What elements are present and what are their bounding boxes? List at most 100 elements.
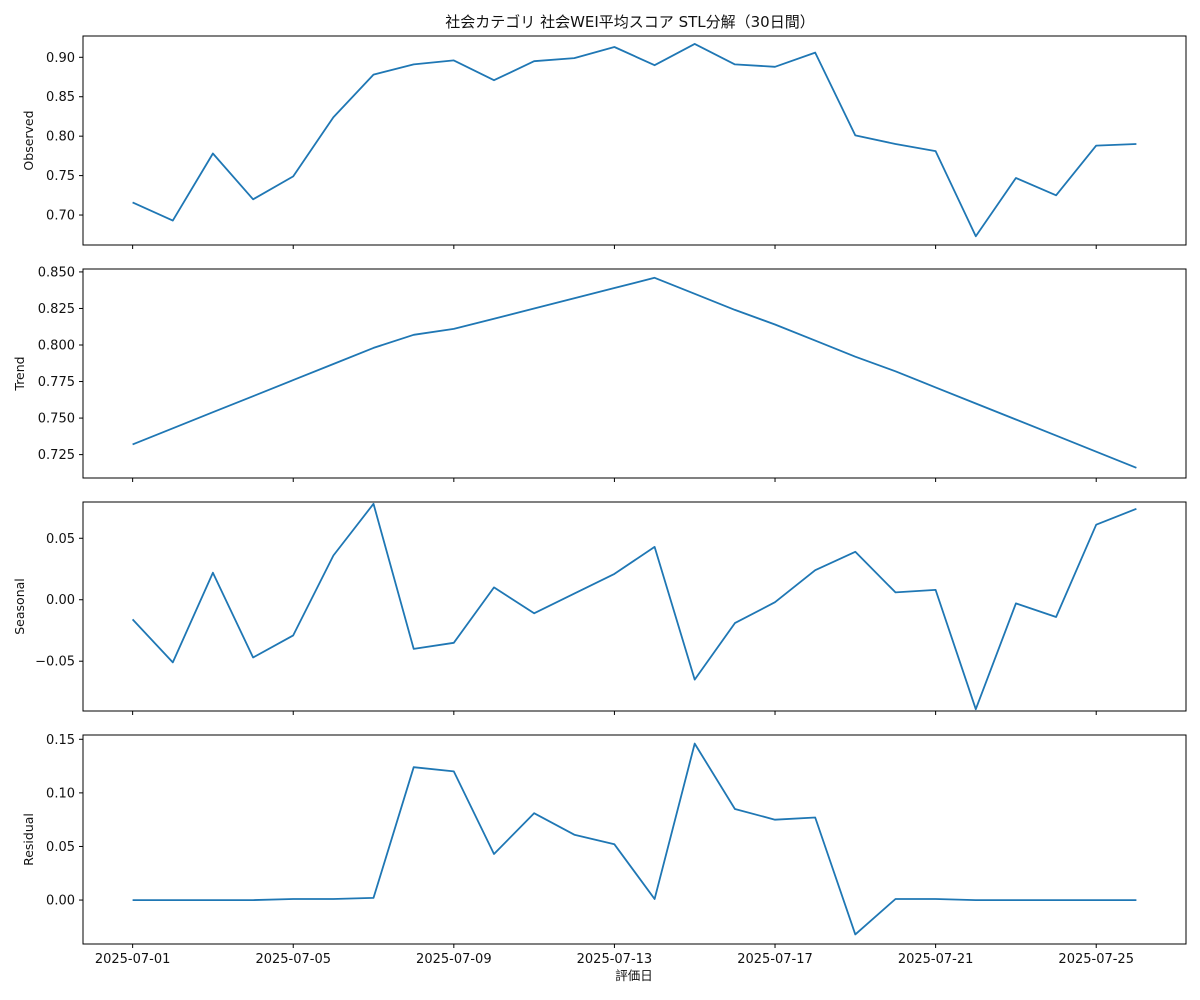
residual-data-point xyxy=(131,898,135,902)
trend-data-point xyxy=(1054,434,1058,438)
residual-data-point xyxy=(974,898,978,902)
observed-data-point xyxy=(612,45,616,49)
trend-data-point xyxy=(251,394,255,398)
trend-data-point xyxy=(974,402,978,406)
observed-data-point xyxy=(1054,193,1058,197)
observed-data-point xyxy=(853,133,857,137)
residual-data-point xyxy=(452,769,456,773)
residual-data-point xyxy=(1054,898,1058,902)
trend-data-point xyxy=(853,355,857,359)
residual-data-point xyxy=(934,897,938,901)
seasonal-data-point xyxy=(532,611,536,615)
seasonal-data-point xyxy=(291,633,295,637)
trend-panel: 0.725 0.750 0.775 0.800 0.825 0.850 Trend xyxy=(12,265,1187,482)
x-tick-label: 2025-07-09 xyxy=(416,952,492,967)
trend-data-point xyxy=(452,327,456,331)
trend-y-tick-label: 0.775 xyxy=(38,375,75,390)
residual-data-point xyxy=(331,897,335,901)
trend-y-tick-label: 0.825 xyxy=(38,302,75,317)
observed-data-point xyxy=(532,59,536,63)
observed-data-point xyxy=(372,73,376,77)
observed-data-point xyxy=(131,200,135,204)
seasonal-y-tick-label: −0.05 xyxy=(35,655,75,670)
observed-y-tick-label: 0.85 xyxy=(46,90,75,105)
trend-data-point xyxy=(1094,450,1098,454)
seasonal-data-point xyxy=(653,545,657,549)
seasonal-data-point xyxy=(773,600,777,604)
x-tick-label: 2025-07-25 xyxy=(1058,952,1134,967)
residual-series-line xyxy=(132,742,1137,936)
seasonal-data-point xyxy=(1054,615,1058,619)
residual-data-point xyxy=(372,896,376,900)
observed-series-line xyxy=(132,43,1137,238)
seasonal-data-point xyxy=(853,550,857,554)
trend-axes-frame xyxy=(82,268,1187,479)
observed-data-point xyxy=(773,65,777,69)
residual-y-tick-label: 0.10 xyxy=(46,786,75,801)
residual-data-point xyxy=(1094,898,1098,902)
trend-y-tick-label: 0.850 xyxy=(38,265,75,280)
seasonal-axes-frame xyxy=(82,501,1187,712)
residual-panel: 0.00 0.05 0.10 0.15 2025-07-01 2025-07-05 2025… xyxy=(21,733,1187,967)
seasonal-y-tick-label: 0.00 xyxy=(46,593,75,608)
residual-data-point xyxy=(693,742,697,746)
residual-data-point xyxy=(612,842,616,846)
seasonal-data-point xyxy=(813,568,817,572)
seasonal-data-point xyxy=(974,707,978,711)
residual-data-point xyxy=(251,898,255,902)
seasonal-data-point xyxy=(894,590,898,594)
seasonal-data-point xyxy=(412,647,416,651)
trend-data-point xyxy=(291,378,295,382)
trend-data-point xyxy=(532,307,536,311)
seasonal-y-tick-label: 0.05 xyxy=(46,532,75,547)
observed-y-tick-label: 0.75 xyxy=(46,169,75,184)
seasonal-data-point xyxy=(452,641,456,645)
observed-data-point xyxy=(331,115,335,119)
residual-data-point xyxy=(813,816,817,820)
observed-data-point xyxy=(693,42,697,46)
x-tick-label: 2025-07-05 xyxy=(255,952,331,967)
observed-data-point xyxy=(1094,144,1098,148)
observed-data-point xyxy=(894,142,898,146)
observed-y-tick-label: 0.80 xyxy=(46,130,75,145)
observed-data-point xyxy=(934,149,938,153)
x-tick-label: 2025-07-01 xyxy=(95,952,171,967)
trend-data-point xyxy=(934,385,938,389)
seasonal-data-point xyxy=(693,678,697,682)
trend-data-point xyxy=(1014,418,1018,422)
observed-data-point xyxy=(452,58,456,62)
trend-data-point xyxy=(372,346,376,350)
seasonal-data-point xyxy=(372,502,376,506)
residual-data-point xyxy=(773,818,777,822)
seasonal-data-point xyxy=(251,656,255,660)
seasonal-data-point xyxy=(131,617,135,621)
observed-data-point xyxy=(1134,142,1138,146)
residual-axes-frame xyxy=(82,734,1187,945)
trend-data-point xyxy=(171,426,175,430)
seasonal-data-point xyxy=(492,585,496,589)
trend-data-point xyxy=(1134,466,1138,470)
seasonal-series-line xyxy=(131,502,1137,711)
residual-data-point xyxy=(1014,898,1018,902)
trend-y-tick-label: 0.750 xyxy=(38,412,75,427)
trend-y-axis-label: Trend xyxy=(12,356,27,391)
residual-y-axis-label: Residual xyxy=(21,813,36,866)
trend-y-tick-label: 0.725 xyxy=(38,448,75,463)
seasonal-data-point xyxy=(1014,601,1018,605)
trend-y-tick-label: 0.800 xyxy=(38,339,75,354)
trend-data-point xyxy=(131,442,135,446)
seasonal-data-point xyxy=(733,621,737,625)
residual-y-tick-label: 0.15 xyxy=(46,733,75,748)
x-tick-label: 2025-07-21 xyxy=(898,952,974,967)
observed-data-point xyxy=(412,62,416,66)
trend-data-point xyxy=(412,333,416,337)
residual-data-point xyxy=(412,765,416,769)
trend-data-point xyxy=(813,339,817,343)
seasonal-data-point xyxy=(211,571,215,575)
residual-data-point xyxy=(853,932,857,936)
x-tick-label: 2025-07-17 xyxy=(737,952,813,967)
observed-data-point xyxy=(211,152,215,156)
observed-data-point xyxy=(492,78,496,82)
observed-y-tick-label: 0.90 xyxy=(46,51,75,66)
